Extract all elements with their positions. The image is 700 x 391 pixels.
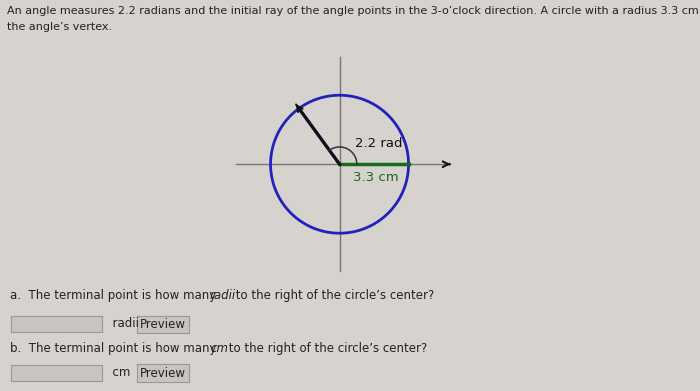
Text: cm: cm: [105, 366, 130, 379]
Text: cm: cm: [210, 342, 228, 355]
Text: a.  The terminal point is how many: a. The terminal point is how many: [10, 289, 220, 301]
Text: to the right of the circle’s center?: to the right of the circle’s center?: [225, 342, 428, 355]
Text: Preview: Preview: [140, 318, 186, 331]
Text: radii: radii: [105, 317, 139, 330]
Text: radii: radii: [210, 289, 236, 301]
Text: 3.3 cm: 3.3 cm: [353, 171, 398, 184]
Text: the angle’s vertex.: the angle’s vertex.: [7, 22, 112, 32]
Text: b.  The terminal point is how many: b. The terminal point is how many: [10, 342, 220, 355]
Text: 2.2 rad: 2.2 rad: [355, 137, 402, 151]
Text: An angle measures 2.2 radians and the initial ray of the angle points in the 3-o: An angle measures 2.2 radians and the in…: [7, 6, 700, 16]
Text: to the right of the circle’s center?: to the right of the circle’s center?: [232, 289, 435, 301]
Text: Preview: Preview: [140, 367, 186, 380]
